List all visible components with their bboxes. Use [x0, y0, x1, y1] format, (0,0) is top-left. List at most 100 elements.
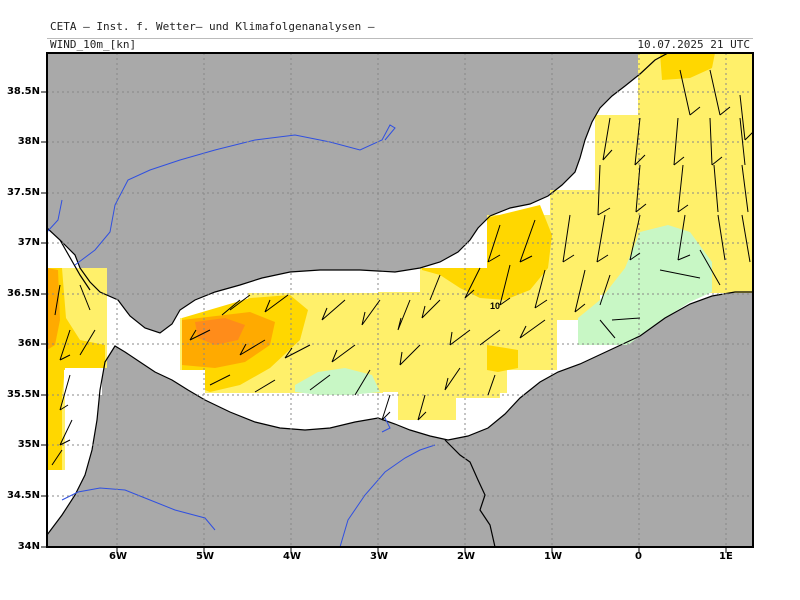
wind-barb — [677, 214, 691, 261]
lat-label: 34N — [17, 541, 40, 552]
wind-barb — [739, 94, 753, 141]
river-guadiana — [47, 199, 63, 233]
wind-barb — [634, 117, 646, 166]
lat-label: 35N — [17, 439, 40, 450]
wind-barb — [397, 299, 411, 331]
lon-label: 4W — [283, 551, 301, 562]
wind-barb — [596, 214, 609, 263]
wind-barb — [487, 374, 496, 396]
coastline — [47, 53, 669, 334]
lat-label: 35.5N — [6, 389, 40, 400]
wind-barb — [59, 329, 71, 361]
country-border — [444, 439, 496, 547]
contour-label: 10 — [490, 301, 500, 311]
river-morocco2 — [61, 487, 216, 531]
wind-barb — [331, 344, 356, 363]
wind-barb — [597, 164, 611, 216]
wind-cell — [378, 292, 428, 392]
lon-label: 1E — [719, 551, 733, 562]
wind-barb — [264, 294, 289, 313]
wind-barb — [429, 274, 441, 301]
wind-barb — [479, 329, 501, 346]
river-morocco — [339, 444, 436, 547]
wind-barb — [602, 117, 613, 161]
wind-barb — [699, 249, 721, 286]
wind-barbs — [51, 69, 753, 466]
graticule — [47, 53, 753, 547]
wind-barb — [739, 117, 746, 166]
wind-barb — [417, 394, 427, 421]
lon-label: 2W — [457, 551, 475, 562]
lat-label: 36N — [17, 338, 40, 349]
wind-barb — [59, 419, 73, 446]
wind-barb — [741, 214, 751, 263]
wind-barb — [713, 164, 719, 213]
lon-label: 5W — [196, 551, 214, 562]
wind-barb — [284, 344, 311, 359]
wind-barb — [599, 319, 616, 339]
wind-barb — [534, 269, 548, 309]
wind-contour-higher — [47, 268, 60, 350]
wind-barb — [254, 379, 276, 393]
lon-label: 6W — [109, 551, 127, 562]
coastline — [47, 291, 753, 536]
wind-barb — [717, 214, 726, 261]
wind-barb — [562, 214, 575, 263]
wind-barb — [709, 69, 731, 116]
rivers — [47, 124, 436, 547]
wind-barb — [79, 284, 91, 311]
wind-contour-high — [47, 268, 105, 470]
axis-ticks — [41, 91, 727, 553]
wind-contour-max — [195, 318, 245, 345]
wind-barb — [239, 339, 266, 356]
wind-barb — [464, 267, 481, 299]
river-guadalquivir — [74, 124, 396, 266]
wind-barb — [499, 264, 511, 306]
wind-contour-high — [660, 53, 715, 80]
wind-barb — [189, 329, 211, 341]
wind-barb — [381, 394, 391, 421]
wind-barb — [519, 319, 546, 339]
wind-barb — [599, 274, 611, 306]
wind-barb — [229, 294, 251, 311]
wind-barb — [487, 224, 501, 263]
wind-barb — [635, 164, 647, 213]
lon-label: 0 — [635, 551, 642, 562]
lat-label: 36.5N — [6, 288, 40, 299]
wind-barb — [611, 317, 641, 321]
wind-barb — [574, 269, 586, 313]
wind-contour-high — [422, 205, 552, 300]
wind-barb — [449, 329, 471, 346]
wind-barb — [519, 219, 536, 263]
lon-label: 1W — [544, 551, 562, 562]
wind-barb — [209, 374, 231, 386]
lon-label: 3W — [370, 551, 388, 562]
wind-barb — [673, 117, 685, 166]
wind-shading — [47, 53, 753, 470]
country-border — [59, 239, 91, 291]
lat-label: 38N — [17, 136, 40, 147]
header-rule — [47, 38, 753, 39]
wind-barb — [321, 299, 346, 321]
wind-barb — [51, 449, 63, 466]
valid-time: 10.07.2025 21 UTC — [637, 38, 750, 51]
wind-barb — [444, 367, 461, 391]
wind-barb — [659, 269, 701, 279]
variable-label: WIND_10m_[kn] — [50, 38, 137, 51]
wind-barb — [309, 374, 331, 391]
wind-barb — [677, 164, 689, 213]
wind-gap — [64, 370, 102, 395]
wind-cell — [398, 385, 456, 420]
wind-barb — [59, 374, 71, 411]
wind-barb — [709, 117, 723, 166]
wind-contour-high — [487, 345, 518, 372]
model-title: CETA – Inst. f. Wetter– und Klimafolgena… — [50, 20, 375, 33]
wind-barb — [221, 299, 241, 316]
lat-label: 34.5N — [6, 490, 40, 501]
lat-label: 37.5N — [6, 187, 40, 198]
wind-barb — [629, 214, 641, 261]
lat-label: 37N — [17, 237, 40, 248]
wind-barb — [354, 369, 371, 396]
wind-barb — [54, 284, 61, 316]
